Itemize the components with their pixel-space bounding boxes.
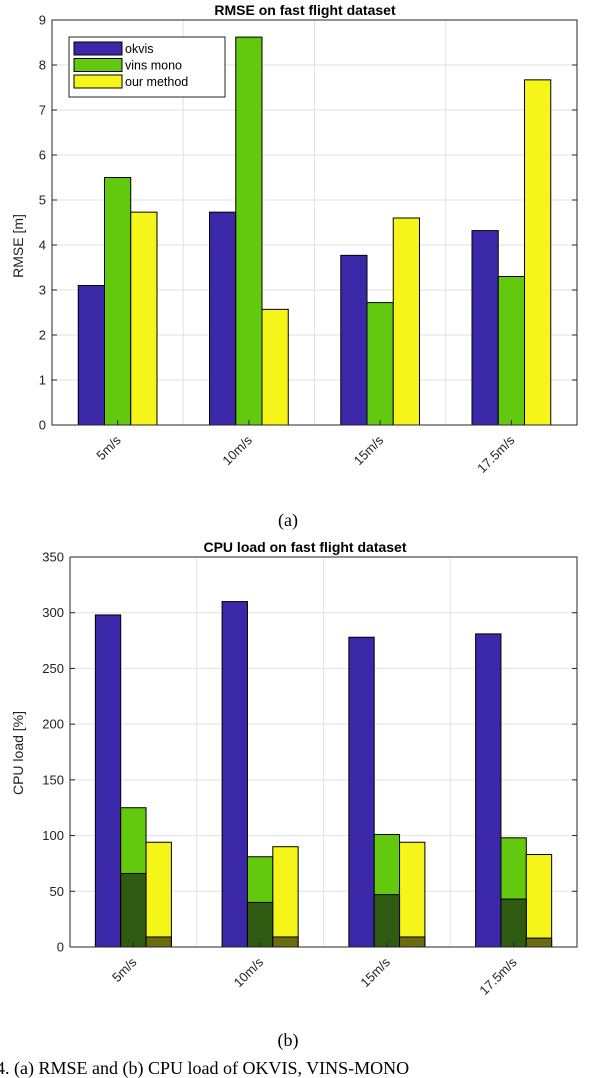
chart2-y-tick-label: 300 [42,605,64,620]
chart1-y-tick-label: 1 [39,373,46,388]
chart2-y-tick-label: 100 [42,828,64,843]
chart1-legend-swatch-vins-mono [73,58,123,72]
chart2-inner-bar-1-5m/s [120,872,147,948]
chart1-x-tick-label: 10m/s [219,432,255,468]
subcaption-b: (b) [278,1030,299,1051]
chart2-bar-our-method-5m/s [145,841,172,948]
chart1-legend-label-our-method: our method [125,75,188,89]
chart2-bar-okvis-10m/s [221,601,248,948]
chart1-x-tick-label: 17.5m/s [474,432,518,476]
chart2-inner-bar-2-5m/s [145,936,172,948]
rmse-chart-title: RMSE on fast flight dataset [214,2,396,18]
chart2-y-tick-label: 250 [42,661,64,676]
chart1-bar-okvis-5m/s [77,285,105,426]
cpu-chart: CPU load on fast flight dataset CPU load… [10,539,578,998]
chart1-y-tick-label: 5 [39,193,46,208]
chart2-x-tick-label: 15m/s [357,954,393,990]
chart1-y-tick-label: 4 [39,238,46,253]
rmse-y-axis-label: RMSE [m] [10,214,26,278]
chart2-inner-bar-2-17.5m/s [525,937,553,948]
chart2-y-tick-label: 200 [42,717,64,732]
chart1-y-tick-label: 0 [39,418,46,433]
chart1-plot-frame [51,19,578,426]
figure-caption: 4. (a) RMSE and (b) CPU load of OKVIS, V… [0,1058,409,1078]
chart2-inner-bar-1-15m/s [373,894,401,948]
chart2-bar-our-method-10m/s [272,846,299,948]
subcaption-a: (a) [278,510,298,531]
chart1-y-tick-label: 3 [39,283,46,298]
chart2-bar-our-method-17.5m/s [525,854,553,948]
chart2-bar-okvis-17.5m/s [475,633,502,948]
chart1-bar-vins-mono-10m/s [235,36,263,426]
chart1-legend-swatch-okvis [73,41,123,56]
chart1-bar-our-method-15m/s [392,217,420,426]
chart1-legend-label-okvis: okvis [125,42,153,56]
chart2-inner-bar-2-15m/s [399,936,426,948]
chart2-y-tick-label: 350 [42,550,64,565]
chart1-y-tick-label: 8 [39,58,46,73]
chart1-bar-vins-mono-15m/s [366,302,394,426]
chart1-bar-okvis-17.5m/s [471,230,499,426]
chart2-inner-bar-1-10m/s [246,901,274,948]
chart2-y-tick-label: 0 [57,940,64,955]
chart1-bar-vins-mono-5m/s [104,177,132,426]
chart1-legend-label-vins-mono: vins mono [125,59,182,73]
cpu-chart-title: CPU load on fast flight dataset [203,539,406,555]
chart2-plot-frame [69,556,578,948]
chart1-y-tick-label: 9 [39,13,46,28]
rmse-chart: RMSE on fast flight dataset RMSE [m] 0 1 2… [10,2,578,476]
chart1-bar-okvis-10m/s [209,211,237,426]
chart2-inner-bar-1-17.5m/s [500,898,527,948]
chart1-bar-okvis-15m/s [340,254,368,426]
chart1-legend-swatch-our-method [73,74,123,89]
chart2-bar-okvis-5m/s [94,614,122,948]
chart1-y-tick-label: 6 [39,148,46,163]
chart2-x-tick-label: 5m/s [109,954,140,985]
chart2-y-tick-label: 50 [50,884,64,899]
chart1-y-tick-label: 7 [39,103,46,118]
chart1-bar-our-method-10m/s [261,308,289,426]
chart2-inner-bar-2-10m/s [272,936,299,948]
chart2-bar-our-method-15m/s [399,841,426,948]
chart1-bar-our-method-5m/s [130,211,158,426]
cpu-y-axis-label: CPU load [%] [10,711,26,795]
chart2-x-tick-label: 17.5m/s [476,954,520,998]
chart2-bar-okvis-15m/s [348,636,375,948]
chart2-x-tick-label: 10m/s [231,954,267,990]
chart1-x-tick-label: 15m/s [351,432,387,468]
chart1-bar-our-method-17.5m/s [524,79,552,426]
chart2-y-tick-label: 150 [42,772,64,787]
chart1-y-tick-label: 2 [39,328,46,343]
chart1-x-tick-label: 5m/s [93,432,124,463]
chart1-bar-vins-mono-17.5m/s [497,276,525,426]
